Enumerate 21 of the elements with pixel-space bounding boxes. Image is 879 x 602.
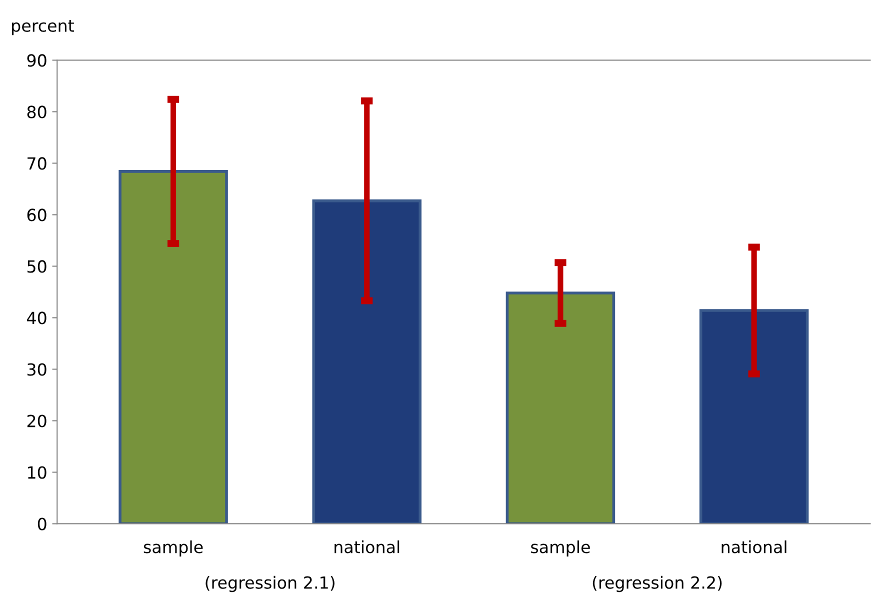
x-tick-label: sample <box>144 540 203 557</box>
y-tick-label: 40 <box>27 312 46 324</box>
bar <box>118 170 228 524</box>
y-tick-label: 80 <box>27 106 46 118</box>
bar <box>699 309 809 524</box>
y-axis-title: percent <box>12 20 74 36</box>
y-tick-label: 0 <box>38 518 46 530</box>
bar <box>312 199 422 524</box>
y-tick-label: 60 <box>27 208 46 222</box>
x-tick-label: national <box>722 540 786 554</box>
x-tick-label: sample <box>531 540 590 557</box>
bar <box>506 292 616 524</box>
y-tick-label: 50 <box>27 260 46 273</box>
y-tick-label: 70 <box>28 157 46 170</box>
y-tick-label: 20 <box>27 414 46 428</box>
y-tick-label: 90 <box>27 54 46 67</box>
y-tick-label: 30 <box>27 363 46 376</box>
y-tick-label: 10 <box>28 466 46 479</box>
text: (regression 2.1) <box>206 576 334 592</box>
text: (regression 2.2) <box>592 576 722 592</box>
x-tick-label: national <box>334 540 400 554</box>
